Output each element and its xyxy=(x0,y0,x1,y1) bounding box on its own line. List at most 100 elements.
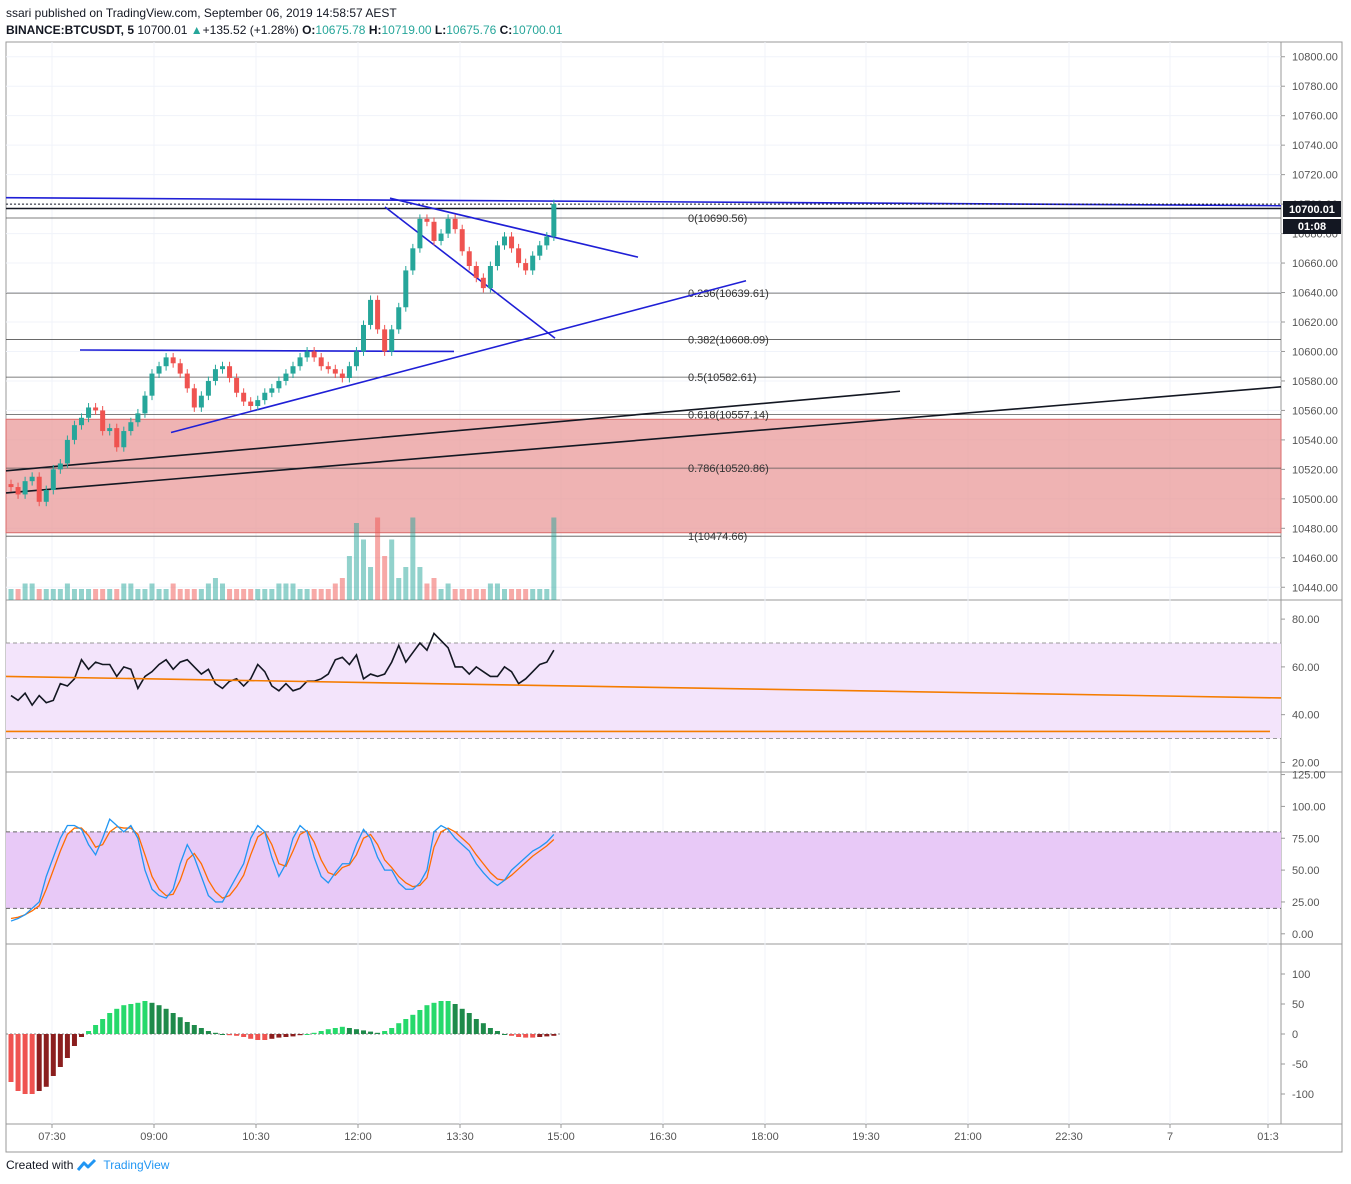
high-value: 10719.00 xyxy=(381,23,432,37)
stoch-axis-label: 125.00 xyxy=(1292,770,1326,782)
macd-histogram-bar xyxy=(184,1022,190,1034)
candle-body xyxy=(537,245,543,256)
macd-histogram-bar xyxy=(325,1029,331,1034)
macd-histogram-bar xyxy=(255,1034,261,1040)
volume-bar xyxy=(551,517,557,600)
volume-bar xyxy=(121,583,127,600)
candle-body xyxy=(417,218,423,249)
low-value: 10675.76 xyxy=(446,23,497,37)
candle-body xyxy=(551,204,557,237)
rsi-axis-label: 60.00 xyxy=(1292,662,1320,674)
candle-body xyxy=(177,363,183,374)
volume-bar xyxy=(128,583,134,600)
open-value: 10675.78 xyxy=(315,23,366,37)
macd-pane[interactable] xyxy=(6,1001,560,1094)
macd-histogram-bar xyxy=(50,1034,56,1076)
candle-body xyxy=(276,380,282,389)
time-axis-label: 18:00 xyxy=(751,1131,779,1143)
stoch-k-line xyxy=(10,818,555,922)
volume-bar xyxy=(304,589,310,600)
time-axis-label: 12:00 xyxy=(344,1131,372,1143)
fib-level-label: 0.618(10557.14) xyxy=(688,410,769,422)
macd-histogram-bar xyxy=(410,1014,416,1034)
macd-histogram-bar xyxy=(530,1034,536,1038)
volume-bar xyxy=(452,589,458,600)
macd-histogram-bar xyxy=(114,1008,120,1034)
price-pane[interactable]: 0(10690.56) 0.236(10639.61) 0.382(10608.09… xyxy=(5,42,1282,1124)
candle-body xyxy=(530,255,536,271)
volume-bar xyxy=(473,589,479,600)
time-axis-label: 16:30 xyxy=(649,1131,677,1143)
volume-bar xyxy=(283,583,289,600)
stoch-rsi-pane[interactable] xyxy=(6,818,1281,922)
symbol-label: BINANCE:BTCUSDT, 5 xyxy=(6,23,135,37)
macd-histogram-bar xyxy=(64,1034,70,1058)
tradingview-brand[interactable]: TradingView xyxy=(103,1158,170,1172)
candle-body xyxy=(79,417,84,426)
candle-body xyxy=(93,407,99,411)
low-label: L: xyxy=(434,23,447,37)
macd-histogram-bar xyxy=(57,1034,63,1067)
time-axis-label: 15:00 xyxy=(547,1131,575,1143)
candle-body xyxy=(375,299,381,330)
stoch-axis-label: 25.00 xyxy=(1292,897,1320,909)
last-price-tag-bg xyxy=(1283,201,1341,217)
macd-histogram-bar xyxy=(551,1034,557,1036)
candle-body xyxy=(135,413,141,423)
rsi-pane[interactable] xyxy=(5,632,1282,740)
time-axis-label: 10:30 xyxy=(242,1131,270,1143)
volume-bar xyxy=(149,583,155,600)
stoch-axis-label: 75.00 xyxy=(1292,833,1320,845)
volume-bar xyxy=(170,583,176,600)
macd-histogram-bar xyxy=(22,1034,28,1094)
price-axis-label: 10780.00 xyxy=(1292,81,1338,93)
candle-body xyxy=(114,428,120,448)
volume-bar xyxy=(57,589,63,600)
candle-body xyxy=(15,487,21,495)
volume-bar xyxy=(325,589,331,600)
candle-body xyxy=(297,357,303,367)
volume-bar xyxy=(276,583,282,600)
resistance-line xyxy=(5,196,1282,207)
volume-bar xyxy=(184,589,190,600)
candle-body xyxy=(163,357,169,367)
macd-axis-label: 100 xyxy=(1292,969,1310,981)
macd-histogram-bar xyxy=(163,1008,169,1034)
volume-bar xyxy=(79,589,84,600)
candle-body xyxy=(121,431,127,448)
volume-bar xyxy=(86,589,92,600)
candle-body xyxy=(452,218,458,230)
macd-histogram-bar xyxy=(361,1030,366,1034)
macd-histogram-bar xyxy=(36,1034,42,1091)
price-axis-label: 10720.00 xyxy=(1292,170,1338,182)
volume-bar xyxy=(220,583,225,600)
volume-bar xyxy=(438,589,444,600)
candle-body xyxy=(255,400,261,406)
macd-histogram-bar xyxy=(544,1034,550,1037)
up-arrow-icon: ▲ xyxy=(190,23,203,37)
candle-body xyxy=(227,366,233,378)
macd-histogram-bar xyxy=(262,1034,268,1040)
candle-body xyxy=(389,329,395,352)
candle-body xyxy=(304,351,310,358)
footer: Created with TradingView xyxy=(6,1158,169,1172)
trendline-black xyxy=(5,386,1282,494)
macd-histogram-bar xyxy=(459,1008,465,1034)
volume-bar xyxy=(389,539,395,600)
candle-body xyxy=(29,476,35,482)
volume-bar xyxy=(142,589,148,600)
fib-level-label: 0.236(10639.61) xyxy=(688,288,769,300)
close-value: 10700.01 xyxy=(512,23,563,37)
candle-body xyxy=(57,463,63,470)
volume-bar xyxy=(8,589,14,600)
stoch-d-line xyxy=(10,826,555,920)
candle-body xyxy=(339,373,345,378)
price-axis-label: 10600.00 xyxy=(1292,346,1338,358)
volume-bar xyxy=(163,589,169,600)
candle-body xyxy=(368,299,374,325)
volume-bar xyxy=(459,589,465,600)
volume-bar xyxy=(339,578,345,600)
candle-body xyxy=(191,388,197,408)
macd-axis-label: 0 xyxy=(1292,1029,1298,1041)
